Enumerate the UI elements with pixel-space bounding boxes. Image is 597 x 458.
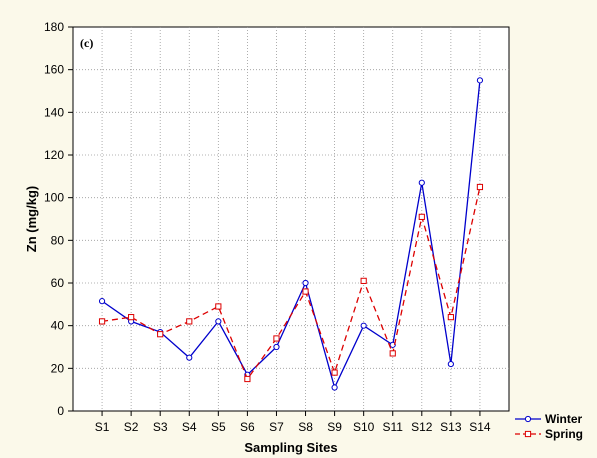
legend-label-spring: Spring [545, 427, 583, 441]
y-tick-label: 140 [44, 105, 64, 119]
data-point-spring [128, 314, 135, 321]
data-point-winter [447, 360, 454, 368]
data-point-spring [389, 350, 396, 357]
data-point-spring [215, 303, 222, 310]
y-tick-label: 0 [57, 404, 64, 418]
y-tick-label: 160 [44, 63, 64, 77]
x-tick-label: S11 [382, 420, 403, 434]
data-point-winter [186, 354, 193, 361]
data-point-spring [273, 335, 280, 342]
data-point-winter [98, 298, 106, 305]
x-tick-label: S5 [211, 420, 226, 434]
x-tick-label: S10 [353, 420, 375, 434]
x-tick-label: S8 [298, 420, 313, 434]
series-line-spring [101, 186, 481, 381]
data-point-spring [476, 183, 484, 191]
y-tick-label: 80 [51, 233, 65, 247]
data-point-winter [360, 322, 367, 329]
y-axis-title: Zn (mg/kg) [24, 186, 39, 252]
data-point-winter [418, 179, 425, 186]
data-point-winter [389, 341, 396, 348]
series-layer [98, 77, 484, 391]
panel-label: (c) [80, 36, 93, 50]
data-point-spring [186, 318, 193, 325]
x-tick-label: S2 [124, 420, 139, 434]
x-tick-label: S6 [240, 420, 255, 434]
y-tick-label: 40 [51, 319, 65, 333]
x-tick-label: S14 [469, 420, 491, 434]
data-point-spring [244, 375, 251, 383]
x-tick-label: S9 [327, 420, 342, 434]
x-tick-label: S13 [440, 420, 462, 434]
grid-lines [73, 27, 509, 411]
y-tick-label: 120 [44, 148, 64, 162]
y-tick-label: 100 [44, 191, 64, 205]
x-axis-title: Sampling Sites [244, 440, 337, 455]
data-point-spring [447, 314, 454, 321]
y-tick-label: 180 [44, 20, 64, 34]
x-tick-label: S12 [411, 420, 433, 434]
data-point-spring [418, 213, 425, 220]
data-point-winter [476, 77, 484, 84]
x-tick-label: S7 [269, 420, 284, 434]
data-point-winter [302, 279, 309, 287]
data-point-spring [360, 277, 367, 284]
data-point-winter [331, 384, 338, 391]
plot-area [72, 26, 510, 412]
legend-label-winter: Winter [545, 412, 583, 426]
data-point-spring [98, 318, 106, 325]
y-tick-label: 60 [51, 276, 65, 290]
legend-marker-spring [524, 430, 532, 438]
data-point-spring [302, 288, 309, 295]
series-spring [98, 183, 484, 383]
data-point-winter [215, 318, 222, 325]
data-point-spring [157, 331, 164, 338]
data-point-spring [331, 369, 338, 376]
legend-marker-winter [524, 415, 532, 423]
axes: 0 20 40 60 80 100 120 140 160 180 S1 S2 S3 S4 S5 S6 S7 S8… [44, 20, 491, 434]
y-tick-label: 20 [51, 361, 65, 375]
x-tick-label: S4 [182, 420, 197, 434]
x-tick-label: S1 [95, 420, 110, 434]
data-point-winter [273, 343, 280, 351]
x-tick-label: S3 [153, 420, 168, 434]
